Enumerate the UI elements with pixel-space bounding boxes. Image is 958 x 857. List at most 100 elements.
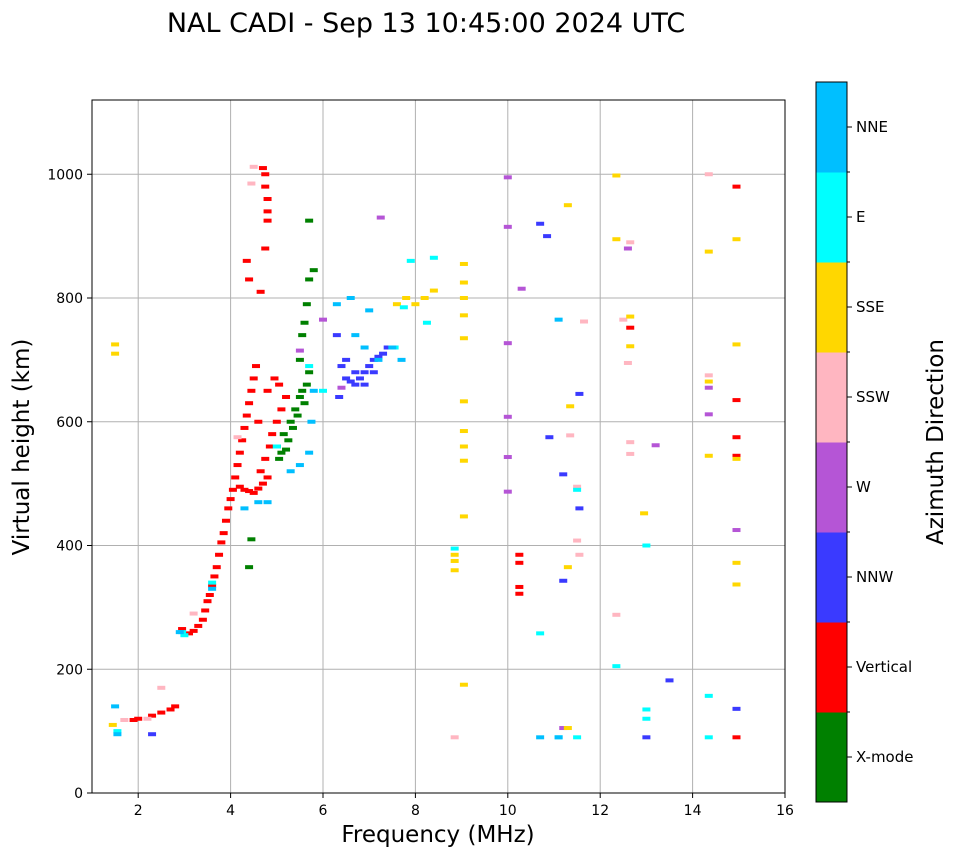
point-nnw	[148, 732, 157, 737]
point-nne	[536, 735, 545, 740]
point-vertical	[240, 425, 249, 430]
point-vertical	[166, 707, 175, 712]
point-vertical	[171, 704, 180, 709]
point-vertical	[224, 506, 233, 511]
point-sse	[459, 296, 468, 300]
point-sse	[459, 399, 468, 404]
point-nne	[397, 357, 406, 362]
point-vertical	[226, 497, 235, 502]
point-vertical	[189, 628, 198, 633]
y-tick-label: 400	[56, 539, 83, 555]
point-x-mode	[300, 401, 309, 406]
point-ssw	[626, 240, 635, 245]
point-x-mode	[298, 333, 307, 338]
point-nne	[113, 732, 122, 737]
point-e	[573, 487, 582, 492]
point-e	[704, 693, 713, 698]
point-vertical	[249, 376, 258, 381]
point-x-mode	[275, 456, 284, 461]
point-ssw	[623, 360, 632, 365]
point-x-mode	[277, 450, 286, 455]
point-vertical	[185, 631, 194, 636]
point-vertical	[157, 710, 166, 715]
y-tick-label: 1000	[47, 167, 83, 183]
colorbar-frame	[815, 81, 848, 803]
point-vertical	[258, 166, 267, 171]
point-nne	[208, 586, 217, 591]
point-nnw	[536, 221, 545, 226]
point-vertical	[626, 325, 635, 330]
point-sse	[450, 552, 459, 557]
x-tick-label: 12	[591, 803, 609, 819]
point-sse	[459, 280, 468, 285]
point-ssw	[233, 435, 242, 440]
point-x-mode	[286, 419, 295, 424]
x-tick-label: 16	[776, 803, 794, 819]
colorbar-swatch	[816, 712, 847, 803]
point-vertical	[242, 413, 251, 418]
point-sse	[459, 336, 468, 341]
point-vertical	[217, 540, 226, 545]
chart-title: NAL CADI - Sep 13 10:45:00 2024 UTC	[167, 8, 685, 39]
point-vertical	[205, 593, 214, 597]
point-x-mode	[295, 395, 304, 399]
point-w	[503, 414, 512, 419]
point-vertical	[235, 450, 244, 455]
point-e	[612, 664, 621, 669]
point-w	[704, 385, 713, 390]
point-x-mode	[279, 432, 288, 437]
point-nnw	[383, 345, 392, 350]
point-nne	[307, 419, 316, 424]
point-nnw	[355, 376, 364, 381]
point-nnw	[369, 357, 378, 362]
point-vertical	[249, 490, 258, 495]
point-w	[337, 385, 346, 390]
point-x-mode	[302, 382, 311, 387]
point-e	[429, 255, 438, 260]
point-nnw	[332, 333, 341, 338]
point-sse	[563, 565, 572, 570]
point-nnw	[665, 678, 674, 683]
point-w	[517, 286, 526, 291]
point-vertical	[235, 484, 244, 489]
point-sse	[402, 296, 411, 300]
point-vertical	[203, 599, 212, 604]
point-sse	[640, 511, 649, 516]
point-vertical	[228, 487, 237, 492]
point-e	[704, 735, 713, 740]
point-vertical	[245, 277, 254, 282]
point-nne	[388, 345, 397, 350]
x-tick-label: 8	[411, 803, 420, 819]
point-sse	[392, 302, 401, 307]
point-e	[573, 735, 582, 740]
point-nnw	[379, 351, 388, 356]
point-vertical	[240, 487, 249, 492]
colorbar-tick-label: NNW	[856, 568, 893, 586]
point-vertical	[263, 388, 272, 393]
grid-lines	[92, 100, 785, 794]
point-x-mode	[298, 388, 307, 393]
point-w	[503, 489, 512, 494]
point-sse	[732, 456, 741, 461]
point-sse	[450, 558, 459, 563]
point-vertical	[242, 258, 251, 263]
point-w	[295, 348, 304, 353]
point-vertical	[233, 463, 242, 468]
point-nne	[374, 357, 383, 362]
point-x-mode	[245, 565, 254, 570]
x-tick-label: 4	[226, 803, 235, 819]
point-nnw	[351, 370, 360, 375]
colorbar-tick-label: X-mode	[856, 748, 913, 766]
point-e	[450, 546, 459, 551]
point-x-mode	[282, 447, 291, 452]
point-vertical	[515, 584, 524, 589]
point-vertical	[258, 481, 267, 486]
point-nnw	[360, 382, 369, 387]
point-sse	[626, 344, 635, 349]
point-sse	[732, 237, 741, 242]
point-sse	[612, 237, 621, 242]
point-w	[623, 246, 632, 251]
point-x-mode	[284, 438, 293, 443]
x-axis-ticks: 2 4 6 8 10 12 14 16	[134, 793, 794, 819]
